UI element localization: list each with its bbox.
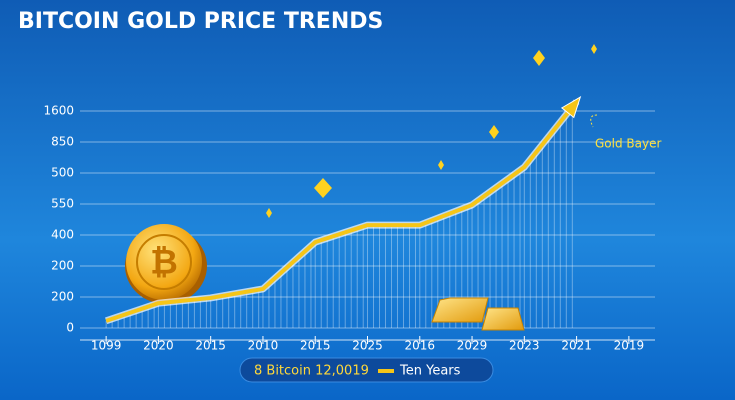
gold-bar — [431, 297, 489, 323]
sparkle — [438, 160, 444, 170]
legend-box — [239, 357, 494, 383]
y-tick-label: 0 — [66, 321, 74, 335]
gold-bar — [481, 307, 525, 331]
legend-note: 8 Bitcoin 12,0019 — [254, 364, 369, 379]
x-tick-label: 2021 — [561, 339, 592, 353]
y-tick-label: 550 — [51, 197, 74, 211]
coin-ring — [136, 234, 192, 290]
arrow-head — [560, 95, 582, 119]
line — [105, 100, 579, 323]
x-tick-label: 2025 — [352, 339, 383, 353]
annotation: Gold Bayer — [595, 137, 661, 151]
grid: 0 200 200 400 550 500 850 1600 1099 2020 2015 2010 2… — [43, 104, 655, 353]
x-tick-label: 2015 — [195, 339, 226, 353]
sparkle — [314, 178, 332, 198]
decor: ₿ — [125, 44, 597, 331]
x-tick-label: 2029 — [457, 339, 488, 353]
sparkle — [489, 125, 499, 139]
sparkle — [266, 208, 272, 218]
x-tick-label: 1099 — [91, 339, 122, 353]
y-tick-label: 400 — [51, 228, 74, 242]
x-tick-label: 2015 — [300, 339, 331, 353]
plot — [105, 95, 582, 325]
y-tick-label: 200 — [51, 290, 74, 304]
legend-label: Ten Years — [399, 364, 461, 379]
annotation-arrow — [590, 114, 598, 128]
coin-symbol: ₿ — [150, 243, 178, 283]
chart-title: BITCOIN GOLD PRICE TRENDS — [18, 9, 383, 34]
y-tick-label: 1600 — [43, 104, 74, 118]
y-tick-label: 200 — [51, 259, 74, 273]
sparkle — [533, 50, 545, 66]
y-tick-label: 500 — [51, 166, 74, 180]
x-tick-label: 2020 — [143, 339, 174, 353]
gold-bars — [431, 297, 525, 331]
bitcoin-coin: ₿ — [125, 224, 207, 304]
x-tick-label: 2016 — [404, 339, 435, 353]
y-tick-label: 850 — [51, 135, 74, 149]
x-tick-label: 2010 — [248, 339, 279, 353]
legend: 8 Bitcoin 12,0019 Ten Years — [239, 357, 494, 383]
x-tick-label: 2019 — [614, 339, 645, 353]
x-tick-label: 2023 — [509, 339, 540, 353]
sparkle — [591, 44, 597, 54]
